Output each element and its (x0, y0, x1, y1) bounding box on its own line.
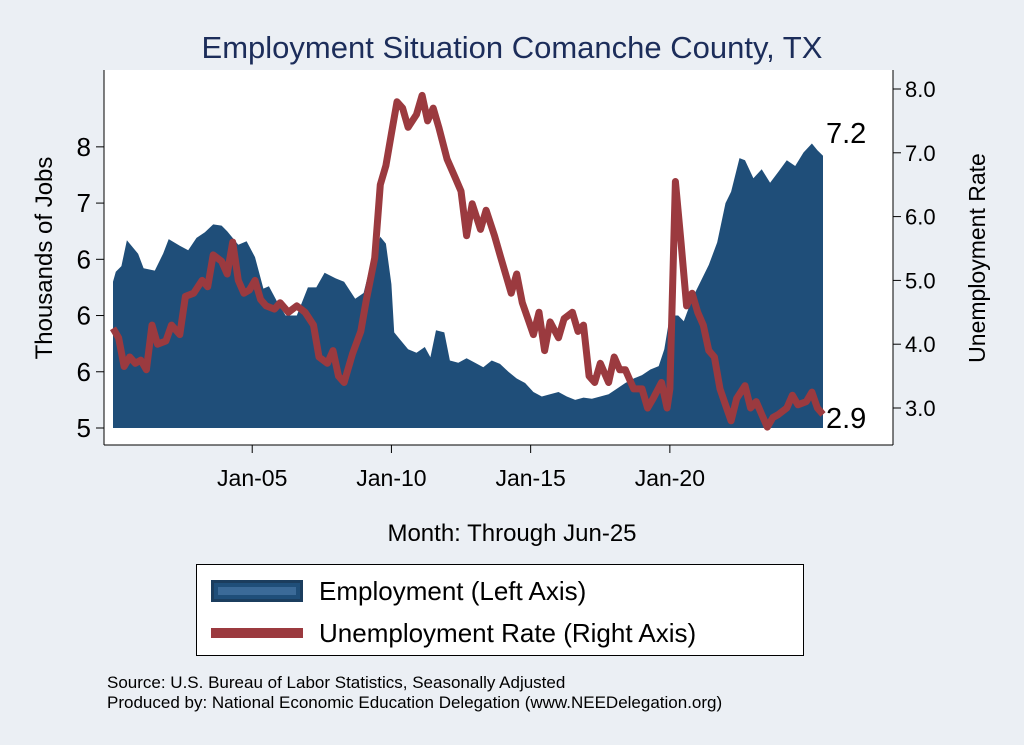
x-tick-label: Jan-05 (217, 465, 287, 491)
right-tick-label: 6.0 (905, 205, 936, 230)
left-tick-label: 6 (77, 244, 91, 274)
right-tick-label: 8.0 (905, 77, 936, 102)
legend-item-employment: Employment (Left Axis) (211, 573, 586, 609)
right-tick-label: 3.0 (905, 396, 936, 421)
x-tick-label: Jan-15 (495, 465, 565, 491)
right-tick-label: 5.0 (905, 268, 936, 293)
left-tick-label: 6 (77, 301, 91, 331)
legend-item-unemployment: Unemployment Rate (Right Axis) (211, 615, 696, 651)
unemployment-end-label: 2.9 (826, 403, 866, 435)
employment-end-label: 7.2 (826, 118, 866, 150)
legend-label-unemployment: Unemployment Rate (Right Axis) (319, 618, 696, 649)
right-axis-title: Unemployment Rate (964, 153, 990, 363)
right-tick-label: 7.0 (905, 141, 936, 166)
right-tick-label: 4.0 (905, 332, 936, 357)
unemployment-swatch (211, 628, 303, 638)
left-tick-label: 7 (77, 188, 91, 218)
source-note: Source: U.S. Bureau of Labor Statistics,… (107, 673, 722, 713)
producer-line: Produced by: National Economic Education… (107, 693, 722, 713)
left-tick-label: 5 (77, 413, 91, 443)
legend: Employment (Left Axis) Unemployment Rate… (196, 564, 804, 656)
left-axis-title: Thousands of Jobs (31, 157, 58, 360)
x-tick-label: Jan-10 (356, 465, 426, 491)
x-tick-label: Jan-20 (635, 465, 705, 491)
left-tick-label: 6 (77, 357, 91, 387)
source-line: Source: U.S. Bureau of Labor Statistics,… (107, 673, 722, 693)
x-axis-label: Month: Through Jun-25 (0, 520, 1024, 548)
left-tick-label: 8 (77, 132, 91, 162)
legend-label-employment: Employment (Left Axis) (319, 576, 586, 607)
chart-canvas: 5 6 6 6 7 8 3.0 4.0 5.0 6.0 7.0 8.0 Jan-05 Jan-10 Jan-… (0, 0, 1024, 520)
employment-swatch (211, 580, 303, 602)
